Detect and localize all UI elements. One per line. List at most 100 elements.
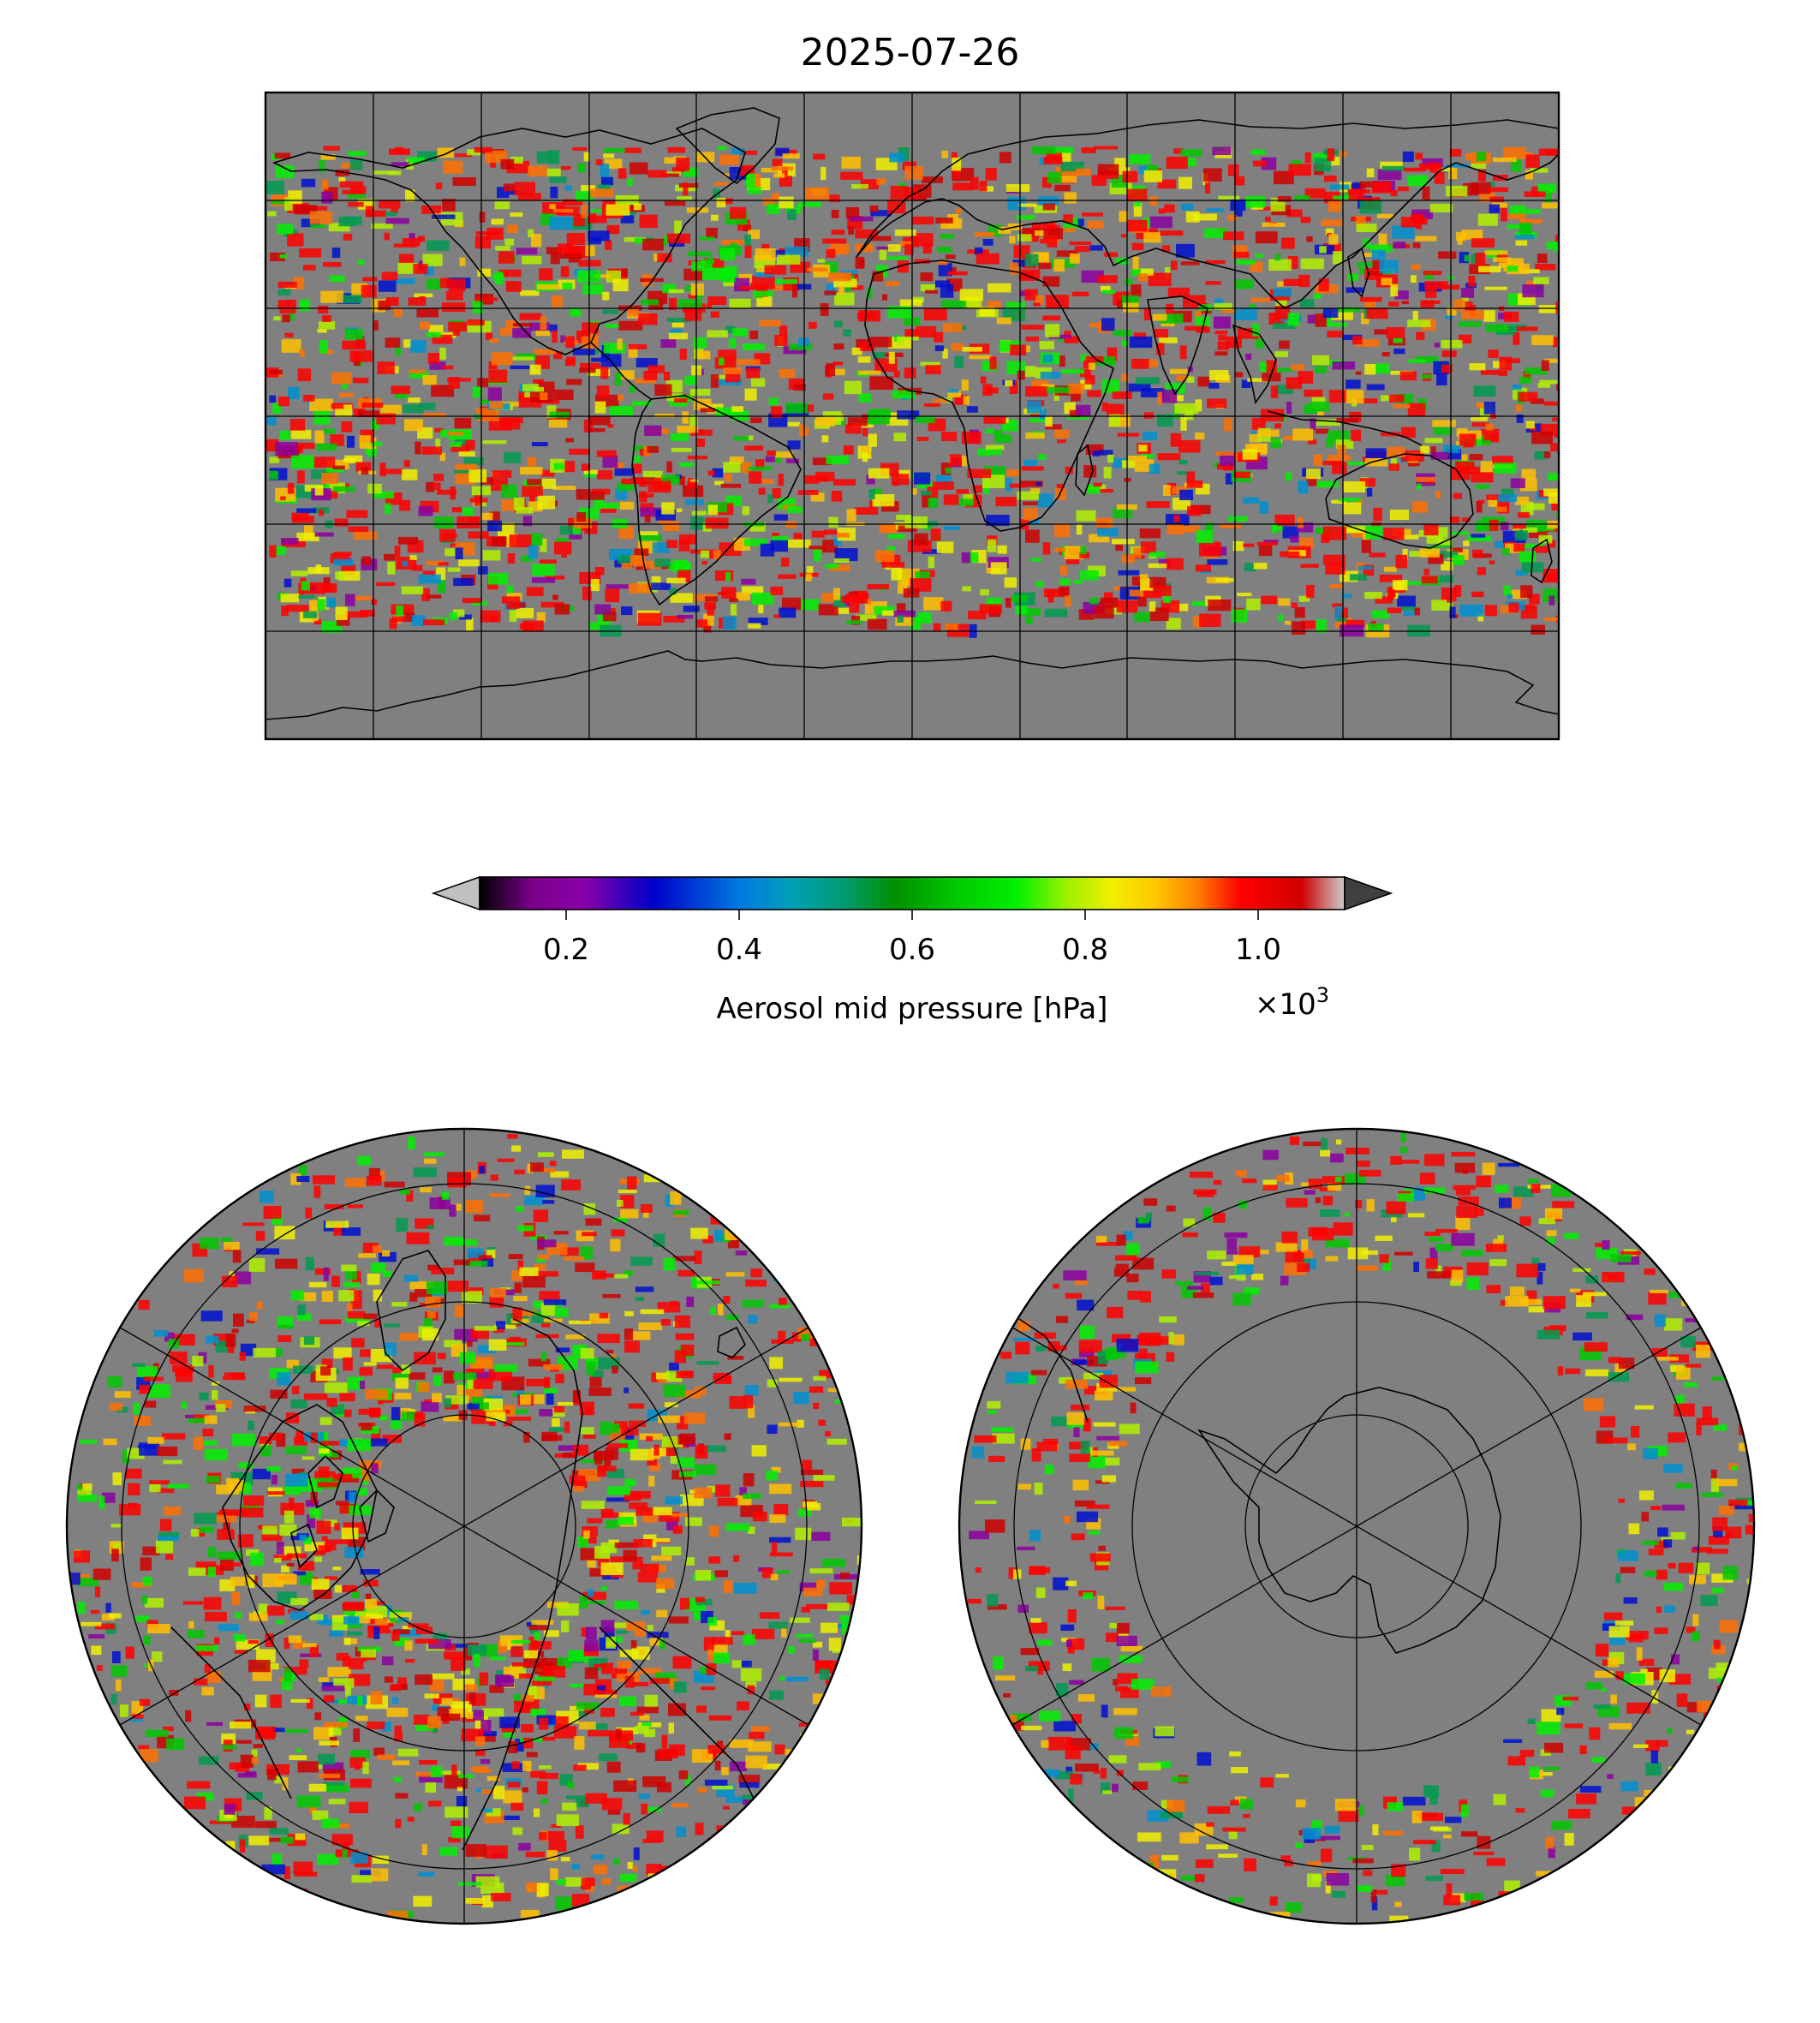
north-polar-data-cell (465, 1200, 483, 1214)
north-polar-data-cell (243, 1703, 251, 1711)
global-data-cell (1381, 165, 1405, 171)
global-data-cell (300, 577, 307, 583)
south-polar-data-cell (1116, 1339, 1139, 1352)
south-polar-data-cell (1108, 1441, 1127, 1447)
south-polar-data-cell (1319, 1209, 1340, 1217)
south-polar-data-cell (1546, 1237, 1555, 1245)
global-data-cell (391, 616, 406, 623)
global-data-cell (267, 211, 277, 217)
global-data-cell (677, 615, 694, 619)
north-polar-data-cell (809, 1334, 817, 1346)
global-data-cell (768, 397, 779, 406)
global-data-cell (689, 479, 699, 484)
global-data-cell (1060, 161, 1084, 172)
global-data-cell (487, 387, 502, 401)
global-data-cell (600, 176, 613, 186)
global-data-cell (632, 463, 642, 474)
north-polar-data-cell (536, 1883, 549, 1896)
north-polar-data-cell (491, 1893, 511, 1902)
south-polar-data-cell (1015, 1341, 1030, 1355)
north-polar-data-cell (250, 1552, 265, 1566)
global-data-cell (619, 370, 635, 380)
global-data-cell (774, 279, 798, 284)
global-data-cell (1514, 235, 1535, 240)
global-data-cell (876, 177, 886, 185)
global-data-cell (942, 349, 948, 359)
global-data-cell (535, 330, 551, 337)
north-polar-data-cell (556, 1814, 579, 1827)
global-data-cell (696, 439, 706, 447)
global-data-cell (1106, 607, 1123, 615)
north-polar-data-cell (475, 1734, 486, 1746)
north-polar-data-cell (612, 1823, 630, 1835)
global-data-cell (668, 297, 677, 311)
south-polar-data-cell (1334, 1799, 1358, 1811)
north-polar-data-cell (199, 1392, 209, 1401)
north-polar-data-cell (636, 1743, 646, 1753)
south-polar-data-cell (1192, 1292, 1214, 1298)
north-polar-data-cell (697, 1787, 707, 1793)
north-polar-data-cell (181, 1401, 188, 1409)
north-polar-data-cell (644, 1694, 658, 1708)
north-polar-data-cell (98, 1495, 105, 1509)
global-data-cell (512, 322, 532, 327)
global-data-cell (1103, 592, 1113, 603)
global-data-cell (1194, 311, 1202, 321)
north-polar-data-cell (644, 1806, 662, 1812)
north-polar-data-cell (110, 1693, 117, 1705)
global-data-cell (934, 280, 951, 288)
global-data-cell (1525, 154, 1540, 168)
north-polar-data-cell (439, 1698, 453, 1706)
global-data-cell (319, 159, 325, 173)
global-data-cell (1458, 321, 1482, 327)
global-data-cell (522, 516, 532, 527)
global-data-cell (481, 512, 493, 521)
global-data-cell (690, 516, 705, 530)
global-data-cell (809, 546, 826, 550)
global-data-cell (914, 472, 931, 485)
north-polar-data-cell (205, 1611, 227, 1622)
south-polar-data-cell (1020, 1438, 1031, 1450)
north-polar-data-cell (737, 1701, 749, 1711)
global-data-cell (1299, 537, 1314, 549)
global-data-cell (917, 612, 933, 624)
south-polar-data-cell (1132, 1781, 1149, 1790)
global-data-cell (288, 386, 300, 400)
north-polar-data-cell (358, 1253, 377, 1258)
coastline-eurasia-polar (462, 1318, 583, 1851)
north-polar-data-cell (413, 1167, 438, 1178)
south-polar-data-cell (1357, 1885, 1373, 1892)
south-polar-data-cell (1716, 1677, 1739, 1683)
south-polar-data-cell (1320, 1848, 1333, 1863)
north-polar-data-cell (633, 1847, 640, 1860)
global-data-cell (834, 548, 858, 562)
north-polar-data-cell (557, 1402, 574, 1406)
global-data-cell (1543, 569, 1559, 576)
global-data-cell (868, 433, 877, 447)
global-data-cell (897, 615, 904, 623)
global-data-cell (627, 178, 633, 187)
south-polar-data-cell (1731, 1465, 1739, 1471)
global-data-cell (925, 521, 938, 527)
global-data-cell (1186, 471, 1196, 483)
north-polar-data-cell (234, 1633, 245, 1642)
south-polar-data-cell (1546, 1230, 1557, 1237)
north-polar-data-cell (534, 1271, 559, 1277)
global-data-cell (1107, 403, 1125, 415)
global-data-cell (1274, 351, 1288, 357)
north-polar-data-cell (392, 1760, 410, 1766)
south-polar-data-cell (1602, 1240, 1610, 1250)
south-polar-data-cell (1346, 1147, 1369, 1155)
global-data-cell (1552, 417, 1559, 421)
global-data-cell (837, 533, 850, 538)
global-data-cell (1171, 603, 1189, 612)
north-polar-data-cell (679, 1597, 690, 1610)
north-polar-data-cell (433, 1632, 448, 1643)
north-polar-data-cell (708, 1525, 719, 1537)
global-data-cell (466, 618, 474, 631)
north-polar-data-cell (707, 1745, 725, 1754)
global-data-cell (1425, 546, 1439, 552)
north-polar-data-cell (350, 1549, 364, 1555)
global-data-cell (612, 462, 624, 470)
global-data-cell (1380, 432, 1401, 437)
